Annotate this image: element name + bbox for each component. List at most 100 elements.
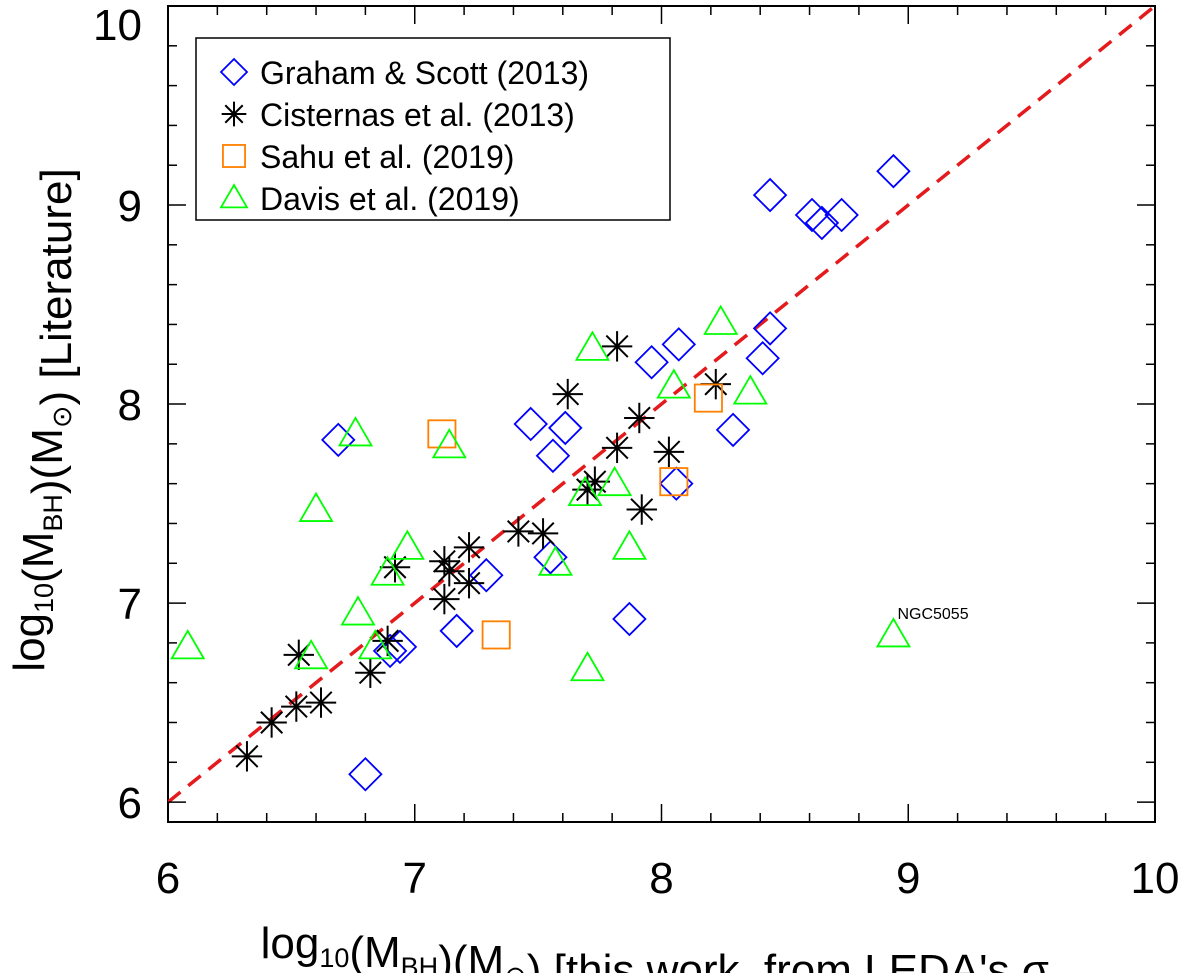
point-asterisk <box>552 378 583 410</box>
y-axis-title: log10(MBH)(M⊙) [Literature] <box>5 168 81 671</box>
fit-line-layer <box>168 6 1155 804</box>
point-triangle <box>574 330 610 361</box>
point-triangle <box>567 475 603 507</box>
point-asterisk-stroke <box>457 571 481 595</box>
point-triangle <box>389 529 425 560</box>
series-asterisk <box>231 331 731 772</box>
point-triangle <box>431 428 467 459</box>
point-asterisk <box>624 402 655 434</box>
point-asterisk <box>434 556 465 587</box>
x-tick-label: 8 <box>649 854 673 903</box>
point-diamond <box>824 197 859 233</box>
legend-label: Sahu et al. (2019) <box>260 139 514 175</box>
point-diamond <box>794 197 830 233</box>
point-triangle <box>656 368 692 399</box>
point-diamond <box>513 406 548 442</box>
point-diamond <box>876 153 911 189</box>
point-asterisk-stroke <box>531 521 555 545</box>
point-triangle <box>875 617 912 648</box>
point-triangle <box>357 629 393 660</box>
point-diamond <box>752 177 788 213</box>
legend-label: Graham & Scott (2013) <box>260 55 589 91</box>
point-asterisk-stroke <box>260 711 284 734</box>
point-diamond <box>715 412 751 448</box>
point-diamond <box>348 756 383 792</box>
point-asterisk-stroke <box>630 498 654 521</box>
point-diamond <box>320 422 356 458</box>
point-diamond <box>547 410 583 446</box>
point-triangle <box>611 529 647 560</box>
point-asterisk-stroke <box>383 555 407 579</box>
annotation-label: NGC5055 <box>897 606 968 623</box>
legend-label: Cisternas et al. (2013) <box>260 97 575 133</box>
point-asterisk-stroke <box>284 695 308 719</box>
point-asterisk-stroke <box>358 661 382 685</box>
legend-marker-asterisk <box>221 101 247 127</box>
point-asterisk <box>355 657 386 688</box>
x-tick-label: 7 <box>403 854 427 903</box>
series-diamond <box>320 153 911 792</box>
point-asterisk <box>281 691 312 722</box>
x-tick-label: 10 <box>1131 854 1180 903</box>
legend-marker-triangle <box>219 183 249 209</box>
legend-label: Davis et al. (2019) <box>260 181 520 217</box>
point-asterisk-stroke <box>506 519 530 543</box>
x-tick-label: 9 <box>896 854 920 903</box>
y-tick-label: 8 <box>118 381 142 430</box>
point-asterisk <box>626 494 657 525</box>
point-triangle <box>597 465 633 497</box>
point-asterisk <box>305 687 337 718</box>
point-triangle <box>569 650 606 682</box>
point-asterisk <box>453 567 485 599</box>
point-diamond <box>752 311 788 346</box>
point-diamond <box>535 438 571 474</box>
y-tick-label: 10 <box>93 1 142 50</box>
legend-marker-diamond <box>219 57 249 87</box>
fit-line <box>168 6 1155 804</box>
point-asterisk <box>429 583 460 615</box>
y-tick-label: 7 <box>118 580 142 629</box>
point-asterisk-stroke <box>627 406 651 430</box>
point-diamond <box>745 341 780 376</box>
point-asterisk <box>653 436 685 468</box>
legend-marker-square <box>222 144 246 168</box>
point-diamond <box>439 613 474 649</box>
point-asterisk <box>601 331 633 362</box>
point-asterisk-stroke <box>309 691 333 715</box>
point-triangle <box>703 304 739 335</box>
data-points-layer <box>170 153 912 792</box>
y-tick-label: 6 <box>118 779 142 828</box>
series-triangle <box>170 304 912 682</box>
point-asterisk-stroke <box>235 744 259 768</box>
point-diamond <box>533 540 568 575</box>
legend-marker-asterisk-stroke <box>224 104 244 124</box>
point-asterisk <box>453 532 485 563</box>
point-triangle <box>337 416 374 447</box>
point-triangle <box>298 491 334 522</box>
point-diamond <box>469 557 504 593</box>
point-diamond <box>634 344 669 380</box>
point-asterisk-stroke <box>432 549 456 573</box>
point-triangle <box>170 629 206 660</box>
point-triangle <box>293 639 329 670</box>
point-asterisk <box>527 518 559 549</box>
point-diamond <box>612 601 647 637</box>
point-asterisk <box>283 639 314 671</box>
point-square <box>659 467 689 497</box>
point-asterisk-stroke <box>576 478 599 502</box>
point-triangle <box>340 595 376 626</box>
point-diamond <box>372 633 408 669</box>
point-asterisk-stroke <box>457 535 481 559</box>
point-square <box>693 383 723 413</box>
point-asterisk-stroke <box>287 643 311 667</box>
x-axis-title: log10(MBH)(M⊙) [this work, from LEDA's σ… <box>261 919 1060 973</box>
annotation-layer: NGC5055 <box>897 606 968 623</box>
point-asterisk-stroke <box>376 629 400 653</box>
point-square <box>481 620 511 650</box>
point-asterisk-stroke <box>657 440 681 464</box>
point-asterisk-stroke <box>605 334 629 358</box>
point-triangle <box>370 555 406 586</box>
point-asterisk <box>231 741 263 772</box>
point-asterisk-stroke <box>437 559 461 583</box>
x-tick-label: 6 <box>156 854 180 903</box>
